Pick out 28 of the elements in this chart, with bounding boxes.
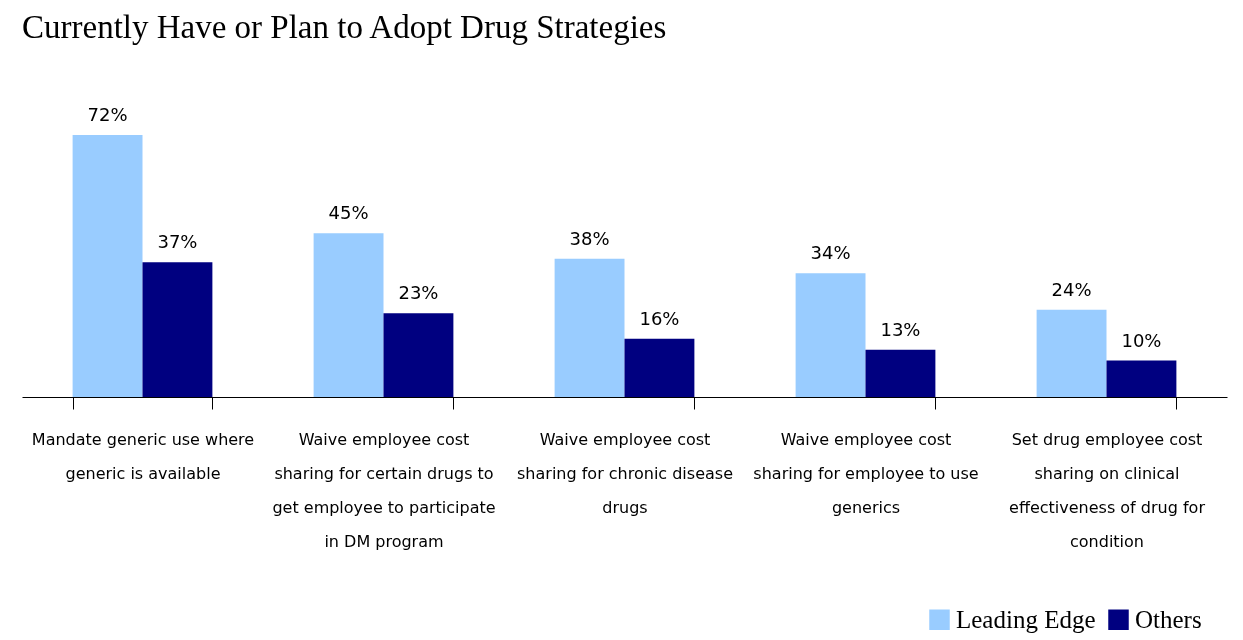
data-label: 37%: [157, 231, 198, 253]
bar: [554, 258, 625, 397]
bar: [72, 135, 143, 397]
bar: [1106, 360, 1177, 397]
x-tick-label: Waive employee cost sharing for certain drugs to get employee to participate in DM program: [272, 429, 496, 551]
bar: [383, 313, 454, 397]
bar: [142, 262, 213, 397]
data-label: 10%: [1121, 329, 1162, 351]
x-tick-label: Waive employee cost sharing for employee to use generics: [753, 429, 979, 517]
data-label: 72%: [87, 104, 128, 125]
data-label: 23%: [398, 282, 439, 304]
data-label: 24%: [1051, 278, 1092, 300]
x-tick-label: Waive employee cost sharing for chronic disease drugs: [517, 429, 733, 517]
legend-label: Others: [1135, 605, 1202, 633]
bar: [313, 233, 384, 397]
data-label: 38%: [569, 227, 610, 249]
x-tick-label: Mandate generic use where generic is available: [31, 429, 255, 483]
x-tick-label: Set drug employee cost sharing on clinical effectiveness of drug for condition: [1009, 429, 1206, 551]
bar: [624, 338, 695, 397]
bar: [1036, 309, 1107, 397]
data-label: 45%: [328, 202, 369, 224]
legend-label: Leading Edge: [956, 605, 1096, 633]
data-label: 16%: [639, 307, 680, 329]
bar: [865, 349, 936, 397]
data-label: 13%: [880, 318, 921, 340]
bar: [795, 273, 866, 397]
chart-title: Currently Have or Plan to Adopt Drug Strategies: [22, 9, 667, 45]
data-label: 34%: [810, 242, 851, 264]
